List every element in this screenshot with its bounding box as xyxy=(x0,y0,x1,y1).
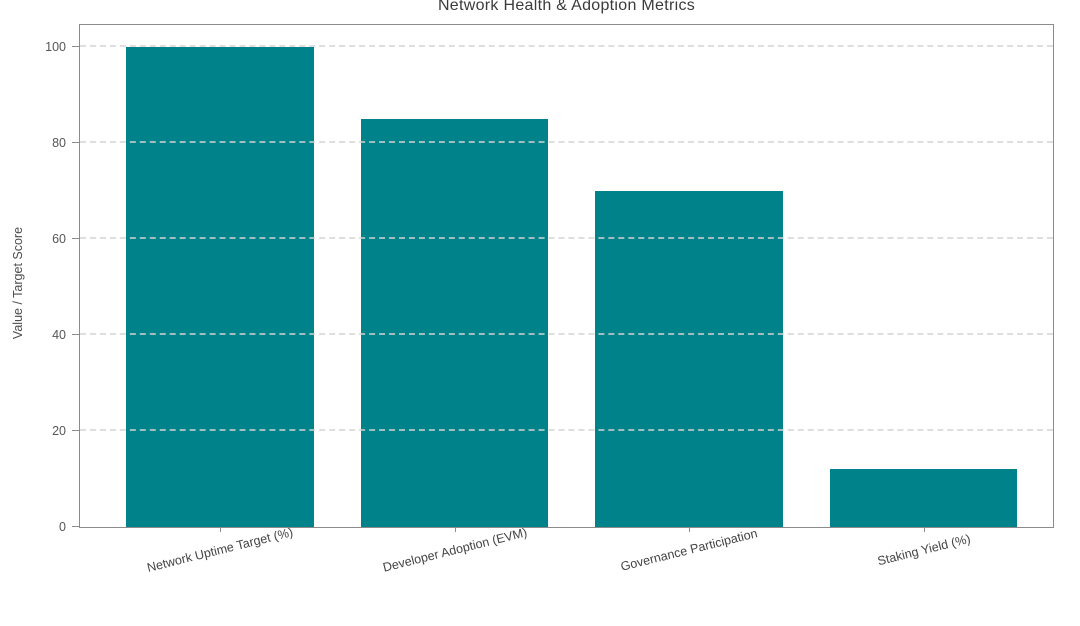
y-tick-mark-100 xyxy=(72,45,80,47)
x-tick-label-4: Staking Yield (%) xyxy=(875,531,972,569)
y-tick-mark-40 xyxy=(72,333,80,335)
y-tick-label-40: 40 xyxy=(52,327,66,342)
y-tick-label-60: 60 xyxy=(52,231,66,246)
x-tick-mark-2 xyxy=(454,527,456,532)
y-axis-label: Value / Target Score xyxy=(11,226,25,340)
gridline-y-60 xyxy=(80,236,1053,239)
x-tick-label-3: Governance Participation xyxy=(619,526,759,574)
x-tick-mark-1 xyxy=(220,527,222,532)
y-tick-label-100: 100 xyxy=(45,39,66,54)
y-tick-mark-80 xyxy=(72,141,80,143)
chart-title: Network Health & Adoption Metrics xyxy=(437,0,696,14)
y-tick-label-0: 0 xyxy=(59,520,66,534)
y-tick-mark-60 xyxy=(72,237,80,239)
x-tick-mark-3 xyxy=(689,527,691,532)
x-tick-label-2: Developer Adoption (EVM) xyxy=(381,525,529,575)
x-tick-mark-4 xyxy=(923,527,925,532)
plot-area: 0 20 40 60 80 100 Network Uptime Target (%) Dev… xyxy=(45,24,1054,575)
bar-1 xyxy=(126,46,314,527)
bar-3 xyxy=(595,190,783,527)
gridline-y-40 xyxy=(80,332,1053,335)
gridline-y-80 xyxy=(80,140,1053,143)
gridline-y-20 xyxy=(80,428,1053,431)
y-tick-mark-20 xyxy=(72,429,80,431)
y-tick-label-20: 20 xyxy=(52,423,66,438)
bar-2 xyxy=(360,118,549,527)
bar-4 xyxy=(829,469,1018,527)
y-tick-mark-0 xyxy=(72,526,80,527)
x-tick-label-1: Network Uptime Target (%) xyxy=(145,525,295,575)
gridline-y-100 xyxy=(80,44,1053,47)
y-tick-label-80: 80 xyxy=(52,135,66,150)
